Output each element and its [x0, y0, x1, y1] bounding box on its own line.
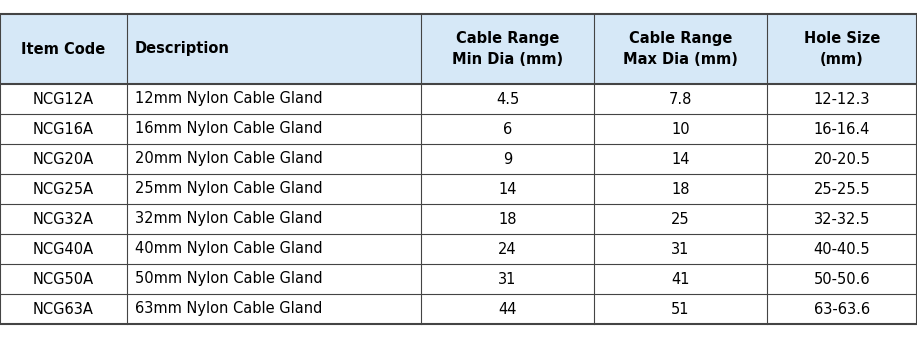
- Text: 25mm Nylon Cable Gland: 25mm Nylon Cable Gland: [135, 182, 323, 196]
- Text: Cable Range
Min Dia (mm): Cable Range Min Dia (mm): [452, 31, 563, 67]
- Bar: [0, 294, 917, 324]
- Bar: [0, 144, 917, 174]
- Text: 16-16.4: 16-16.4: [814, 121, 870, 137]
- Text: 20mm Nylon Cable Gland: 20mm Nylon Cable Gland: [135, 151, 323, 167]
- Text: NCG20A: NCG20A: [33, 151, 94, 167]
- Text: 14: 14: [498, 182, 517, 196]
- Text: 51: 51: [671, 301, 690, 316]
- Text: NCG32A: NCG32A: [33, 212, 94, 226]
- Text: Hole Size
(mm): Hole Size (mm): [804, 31, 880, 67]
- Text: NCG16A: NCG16A: [33, 121, 94, 137]
- Text: 12-12.3: 12-12.3: [813, 92, 870, 106]
- Text: 41: 41: [671, 271, 690, 287]
- Text: 6: 6: [503, 121, 513, 137]
- Bar: [0, 234, 917, 264]
- Bar: [0, 174, 917, 204]
- Text: 10: 10: [671, 121, 690, 137]
- Text: 18: 18: [671, 182, 690, 196]
- Text: 25-25.5: 25-25.5: [813, 182, 870, 196]
- Text: 63mm Nylon Cable Gland: 63mm Nylon Cable Gland: [135, 301, 322, 316]
- Bar: [0, 14, 917, 84]
- Text: 4.5: 4.5: [496, 92, 519, 106]
- Text: 31: 31: [498, 271, 516, 287]
- Text: Cable Range
Max Dia (mm): Cable Range Max Dia (mm): [624, 31, 738, 67]
- Text: 50mm Nylon Cable Gland: 50mm Nylon Cable Gland: [135, 271, 323, 287]
- Bar: [0, 264, 917, 294]
- Text: 31: 31: [671, 241, 690, 257]
- Text: 40-40.5: 40-40.5: [813, 241, 870, 257]
- Text: 16mm Nylon Cable Gland: 16mm Nylon Cable Gland: [135, 121, 323, 137]
- Text: NCG63A: NCG63A: [33, 301, 94, 316]
- Text: 25: 25: [671, 212, 690, 226]
- Bar: [0, 84, 917, 114]
- Text: 63-63.6: 63-63.6: [814, 301, 870, 316]
- Text: 50-50.6: 50-50.6: [813, 271, 870, 287]
- Text: 7.8: 7.8: [668, 92, 692, 106]
- Text: 18: 18: [498, 212, 517, 226]
- Text: 9: 9: [503, 151, 513, 167]
- Bar: [0, 204, 917, 234]
- Text: 44: 44: [498, 301, 517, 316]
- Text: 12mm Nylon Cable Gland: 12mm Nylon Cable Gland: [135, 92, 323, 106]
- Text: NCG50A: NCG50A: [33, 271, 94, 287]
- Text: 24: 24: [498, 241, 517, 257]
- Text: 14: 14: [671, 151, 690, 167]
- Bar: [0, 114, 917, 144]
- Text: 32mm Nylon Cable Gland: 32mm Nylon Cable Gland: [135, 212, 323, 226]
- Text: 32-32.5: 32-32.5: [814, 212, 870, 226]
- Text: 20-20.5: 20-20.5: [813, 151, 870, 167]
- Text: Description: Description: [135, 42, 230, 56]
- Text: Item Code: Item Code: [21, 42, 105, 56]
- Text: NCG25A: NCG25A: [33, 182, 94, 196]
- Text: NCG40A: NCG40A: [33, 241, 94, 257]
- Text: 40mm Nylon Cable Gland: 40mm Nylon Cable Gland: [135, 241, 323, 257]
- Text: NCG12A: NCG12A: [33, 92, 94, 106]
